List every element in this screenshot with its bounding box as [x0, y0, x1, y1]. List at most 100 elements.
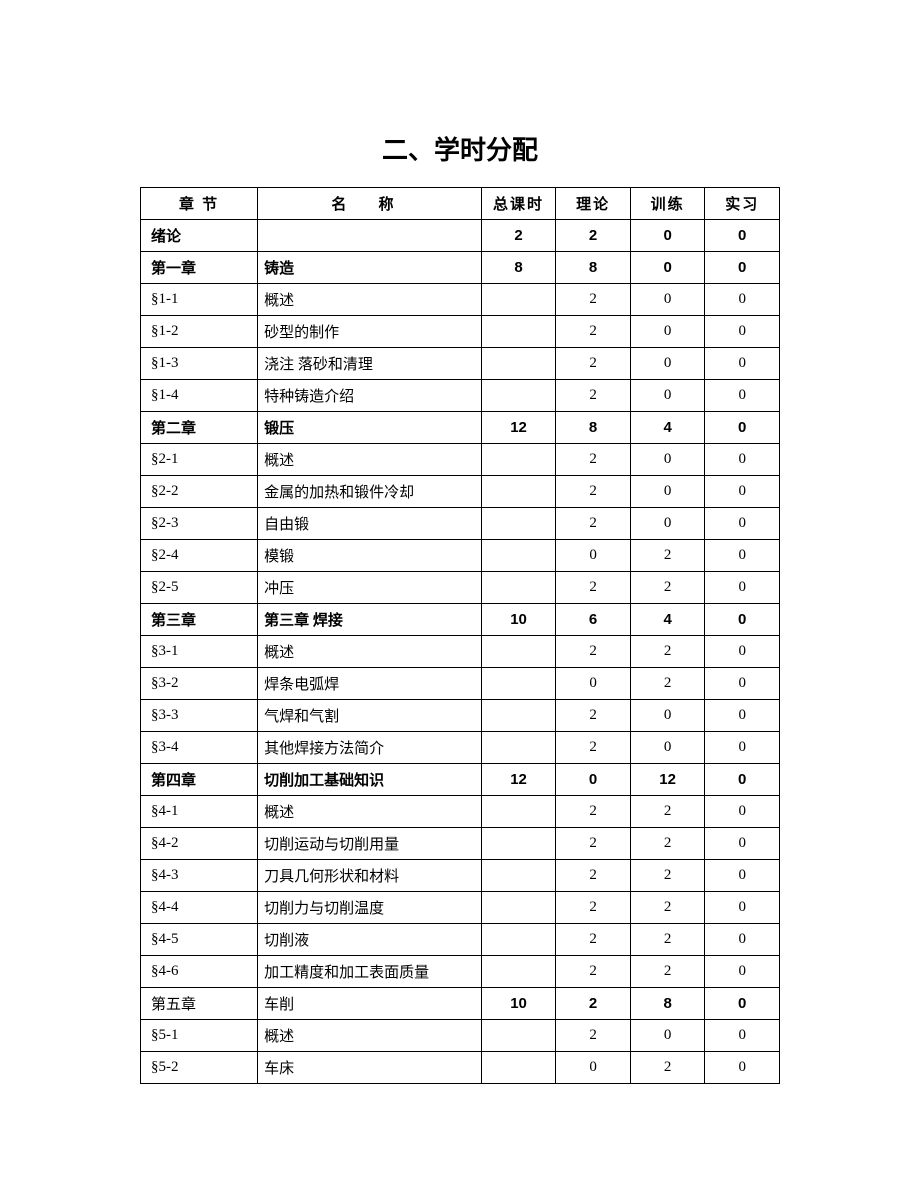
- cell-theory: 0: [556, 764, 631, 796]
- cell-total: 12: [481, 412, 556, 444]
- cell-total: [481, 476, 556, 508]
- cell-training: 0: [630, 508, 705, 540]
- cell-chapter: §3-2: [141, 668, 258, 700]
- cell-name: 焊条电弧焊: [258, 668, 482, 700]
- cell-theory: 2: [556, 988, 631, 1020]
- cell-total: [481, 636, 556, 668]
- cell-theory: 0: [556, 540, 631, 572]
- cell-name: 自由锻: [258, 508, 482, 540]
- cell-chapter: 第二章: [141, 412, 258, 444]
- cell-name: 特种铸造介绍: [258, 380, 482, 412]
- cell-theory: 2: [556, 348, 631, 380]
- cell-name: 切削液: [258, 924, 482, 956]
- cell-practice: 0: [705, 796, 780, 828]
- table-row: 第一章铸造8800: [141, 252, 780, 284]
- cell-chapter: 第一章: [141, 252, 258, 284]
- cell-name: 车削: [258, 988, 482, 1020]
- cell-practice: 0: [705, 572, 780, 604]
- header-name: 名 称: [258, 188, 482, 220]
- cell-chapter: §4-1: [141, 796, 258, 828]
- cell-chapter: 第三章: [141, 604, 258, 636]
- cell-total: [481, 828, 556, 860]
- page-title: 二、学时分配: [140, 130, 780, 167]
- table-row: §4-2切削运动与切削用量220: [141, 828, 780, 860]
- cell-practice: 0: [705, 1020, 780, 1052]
- table-row: §3-1概述220: [141, 636, 780, 668]
- cell-chapter: §4-2: [141, 828, 258, 860]
- cell-practice: 0: [705, 348, 780, 380]
- cell-theory: 2: [556, 796, 631, 828]
- header-theory: 理论: [556, 188, 631, 220]
- cell-training: 0: [630, 316, 705, 348]
- cell-training: 2: [630, 924, 705, 956]
- cell-practice: 0: [705, 252, 780, 284]
- cell-name: [258, 220, 482, 252]
- table-row: 第三章第三章 焊接10640: [141, 604, 780, 636]
- cell-chapter: §2-3: [141, 508, 258, 540]
- cell-chapter: §4-5: [141, 924, 258, 956]
- cell-total: [481, 796, 556, 828]
- cell-total: [481, 1052, 556, 1084]
- header-practice: 实习: [705, 188, 780, 220]
- table-row: §1-4特种铸造介绍200: [141, 380, 780, 412]
- cell-chapter: §2-4: [141, 540, 258, 572]
- table-row: §4-6加工精度和加工表面质量220: [141, 956, 780, 988]
- cell-theory: 8: [556, 252, 631, 284]
- cell-total: [481, 316, 556, 348]
- cell-training: 12: [630, 764, 705, 796]
- cell-total: 10: [481, 988, 556, 1020]
- cell-practice: 0: [705, 444, 780, 476]
- cell-chapter: §3-3: [141, 700, 258, 732]
- cell-chapter: §3-4: [141, 732, 258, 764]
- cell-theory: 2: [556, 220, 631, 252]
- cell-total: [481, 540, 556, 572]
- cell-name: 锻压: [258, 412, 482, 444]
- cell-practice: 0: [705, 412, 780, 444]
- cell-practice: 0: [705, 508, 780, 540]
- cell-practice: 0: [705, 988, 780, 1020]
- cell-total: [481, 348, 556, 380]
- cell-total: [481, 380, 556, 412]
- cell-total: [481, 924, 556, 956]
- table-body: 绪论2200第一章铸造8800 §1-1概述200 §1-2砂型的制作200 §…: [141, 220, 780, 1084]
- cell-practice: 0: [705, 924, 780, 956]
- cell-total: 8: [481, 252, 556, 284]
- cell-total: [481, 700, 556, 732]
- cell-training: 0: [630, 348, 705, 380]
- cell-total: [481, 860, 556, 892]
- cell-training: 2: [630, 540, 705, 572]
- cell-theory: 2: [556, 924, 631, 956]
- cell-name: 概述: [258, 1020, 482, 1052]
- cell-total: [481, 572, 556, 604]
- cell-chapter: 第五章: [141, 988, 258, 1020]
- cell-name: 铸造: [258, 252, 482, 284]
- cell-training: 2: [630, 828, 705, 860]
- table-row: §2-1概述200: [141, 444, 780, 476]
- cell-total: [481, 668, 556, 700]
- cell-name: 砂型的制作: [258, 316, 482, 348]
- cell-training: 8: [630, 988, 705, 1020]
- table-row: §1-3浇注 落砂和清理200: [141, 348, 780, 380]
- table-row: §1-1概述200: [141, 284, 780, 316]
- table-row: 第二章锻压12840: [141, 412, 780, 444]
- cell-name: 切削力与切削温度: [258, 892, 482, 924]
- cell-training: 2: [630, 796, 705, 828]
- cell-chapter: §4-3: [141, 860, 258, 892]
- table-row: §2-3自由锻200: [141, 508, 780, 540]
- cell-practice: 0: [705, 476, 780, 508]
- cell-theory: 2: [556, 476, 631, 508]
- cell-training: 2: [630, 668, 705, 700]
- cell-total: 12: [481, 764, 556, 796]
- cell-theory: 2: [556, 572, 631, 604]
- header-chapter: 章 节: [141, 188, 258, 220]
- cell-training: 0: [630, 220, 705, 252]
- cell-total: [481, 892, 556, 924]
- cell-name: 概述: [258, 444, 482, 476]
- cell-training: 2: [630, 956, 705, 988]
- cell-practice: 0: [705, 604, 780, 636]
- cell-theory: 8: [556, 412, 631, 444]
- cell-total: [481, 732, 556, 764]
- cell-practice: 0: [705, 892, 780, 924]
- cell-training: 0: [630, 284, 705, 316]
- table-row: §3-3气焊和气割200: [141, 700, 780, 732]
